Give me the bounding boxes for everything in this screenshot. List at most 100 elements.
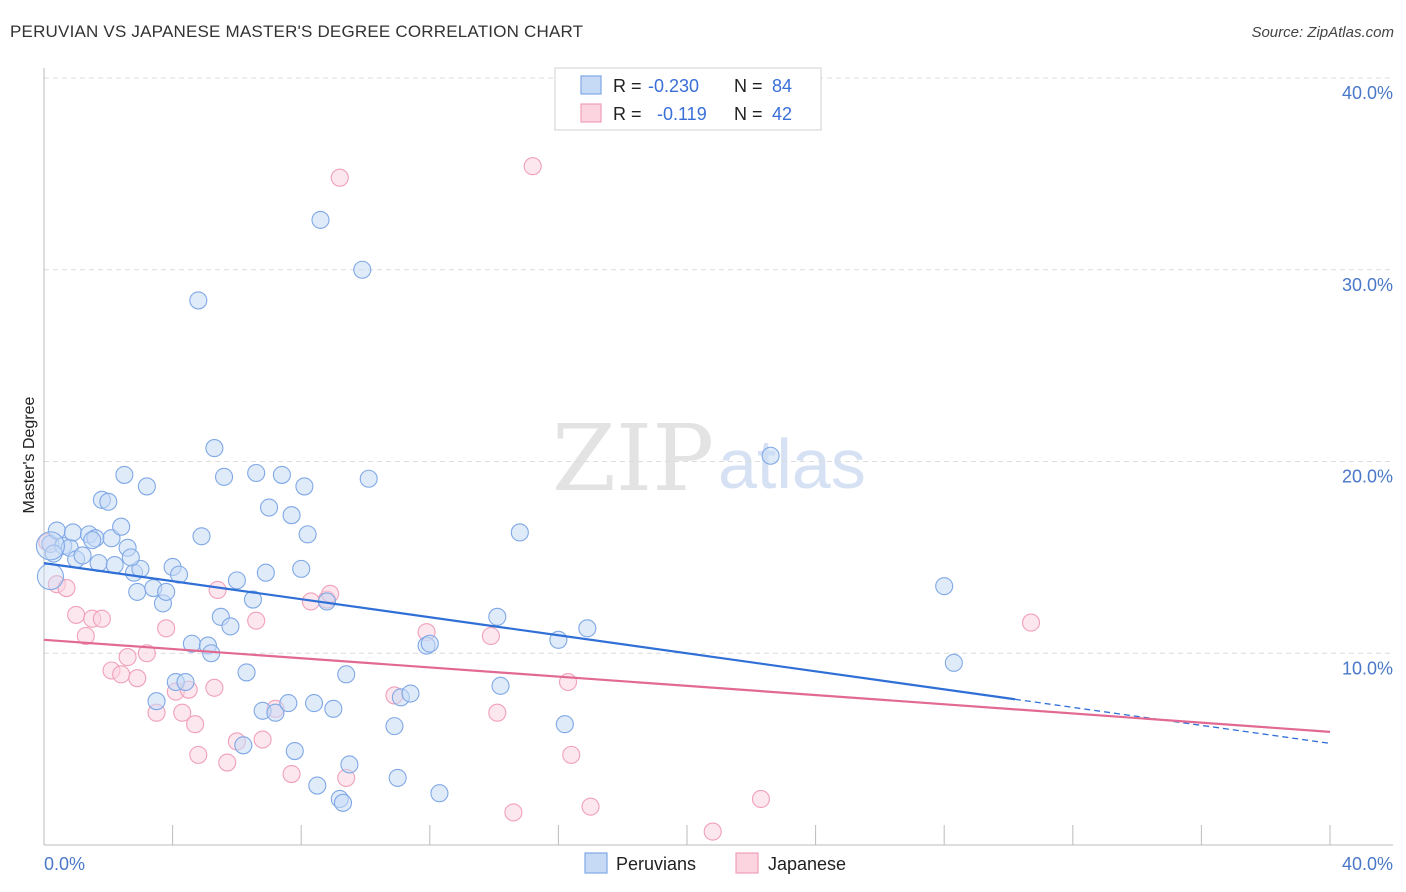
- data-point: [221, 617, 240, 636]
- watermark-zip: ZIP: [552, 405, 714, 512]
- data-point: [189, 291, 208, 310]
- data-point: [63, 523, 82, 542]
- bottom-legend: Peruvians Japanese: [584, 852, 846, 874]
- data-point: [128, 582, 147, 601]
- data-point: [751, 789, 770, 809]
- data-point: [189, 745, 208, 764]
- data-point: [504, 803, 523, 822]
- legend-box: R = -0.230 N = 84 R = -0.119 N = 42: [554, 67, 822, 131]
- data-point: [305, 694, 324, 713]
- data-point: [292, 559, 311, 578]
- data-point: [214, 467, 234, 486]
- data-point: [285, 741, 304, 761]
- data-point: [272, 465, 291, 484]
- legend-swatch-japanese: [580, 103, 602, 123]
- data-point: [308, 776, 327, 795]
- data-point: [83, 531, 102, 550]
- y-axis-label: Master's Degree: [21, 396, 38, 513]
- x-tick-label-min: 0.0%: [44, 854, 85, 874]
- bottom-legend-swatch-peruvians: [584, 852, 608, 874]
- data-point: [401, 684, 420, 703]
- data-point: [761, 446, 780, 465]
- data-point: [510, 523, 529, 542]
- data-point: [555, 715, 574, 734]
- data-point: [581, 797, 600, 816]
- data-point: [266, 703, 285, 722]
- data-point: [99, 492, 118, 511]
- data-point: [234, 736, 253, 755]
- data-point: [420, 634, 439, 653]
- data-point: [282, 765, 301, 784]
- data-point: [340, 755, 359, 774]
- y-tick-label: 40.0%: [1342, 83, 1393, 103]
- bottom-legend-label-peruvians: Peruvians: [616, 854, 696, 874]
- bottom-legend-swatch-japanese: [735, 852, 759, 874]
- data-point: [337, 665, 356, 684]
- data-point: [333, 793, 353, 812]
- data-point: [76, 626, 95, 646]
- data-point: [67, 605, 86, 624]
- data-point: [112, 517, 131, 536]
- legend-r-value-japanese: -0.119: [657, 104, 707, 124]
- legend-n-value-peruvians: 84: [772, 76, 792, 96]
- data-point: [208, 580, 227, 600]
- data-point: [118, 648, 137, 667]
- data-point: [481, 626, 500, 646]
- data-point: [247, 611, 266, 630]
- data-point: [218, 753, 237, 772]
- legend-swatch-peruvians: [580, 75, 602, 95]
- data-point: [523, 157, 542, 176]
- data-point: [137, 477, 156, 496]
- data-point: [944, 653, 963, 672]
- data-point: [105, 555, 124, 575]
- data-point: [430, 784, 449, 803]
- data-point: [703, 822, 722, 841]
- data-point: [112, 665, 131, 684]
- watermark-atlas: atlas: [718, 425, 866, 503]
- data-point: [173, 703, 192, 722]
- data-point: [562, 745, 581, 764]
- data-point: [935, 577, 954, 596]
- data-point: [157, 619, 176, 638]
- data-point: [298, 525, 317, 544]
- x-tick-label-max: 40.0%: [1342, 854, 1393, 874]
- y-tick-label: 10.0%: [1342, 658, 1393, 678]
- data-point: [57, 579, 76, 598]
- data-point: [157, 582, 176, 601]
- data-point: [491, 676, 510, 695]
- data-point: [115, 465, 134, 484]
- chart-title: PERUVIAN VS JAPANESE MASTER'S DEGREE COR…: [10, 22, 584, 41]
- data-point: [279, 694, 298, 713]
- data-point: [205, 678, 224, 697]
- data-point-cluster: [35, 531, 65, 561]
- data-point: [147, 692, 166, 711]
- data-point: [128, 669, 147, 688]
- trend-line-peruvians: [43, 562, 1016, 701]
- trend-line-japanese: [43, 638, 1331, 733]
- data-point: [73, 546, 92, 565]
- data-point: [192, 527, 211, 546]
- y-tick-label: 20.0%: [1342, 467, 1393, 487]
- data-point: [237, 663, 256, 682]
- data-point: [176, 672, 195, 692]
- legend-n-value-japanese: 42: [772, 104, 792, 124]
- legend-n-label-peruvians: N =: [734, 76, 763, 96]
- data-point: [186, 715, 205, 734]
- data-point: [578, 619, 597, 638]
- source-label: Source: ZipAtlas.com: [1251, 24, 1394, 41]
- data-point: [311, 210, 330, 229]
- data-point: [92, 609, 111, 628]
- data-point: [388, 768, 407, 787]
- data-point: [256, 563, 275, 582]
- data-point: [259, 498, 279, 517]
- axes: [43, 68, 1393, 846]
- data-point: [253, 730, 272, 749]
- data-point: [359, 469, 378, 488]
- legend-r-value-peruvians: -0.230: [648, 76, 699, 96]
- data-point: [353, 260, 372, 279]
- legend-r-label-peruvians: R =: [613, 76, 642, 96]
- data-point: [137, 644, 156, 663]
- data-point: [385, 717, 404, 736]
- data-point: [488, 703, 507, 722]
